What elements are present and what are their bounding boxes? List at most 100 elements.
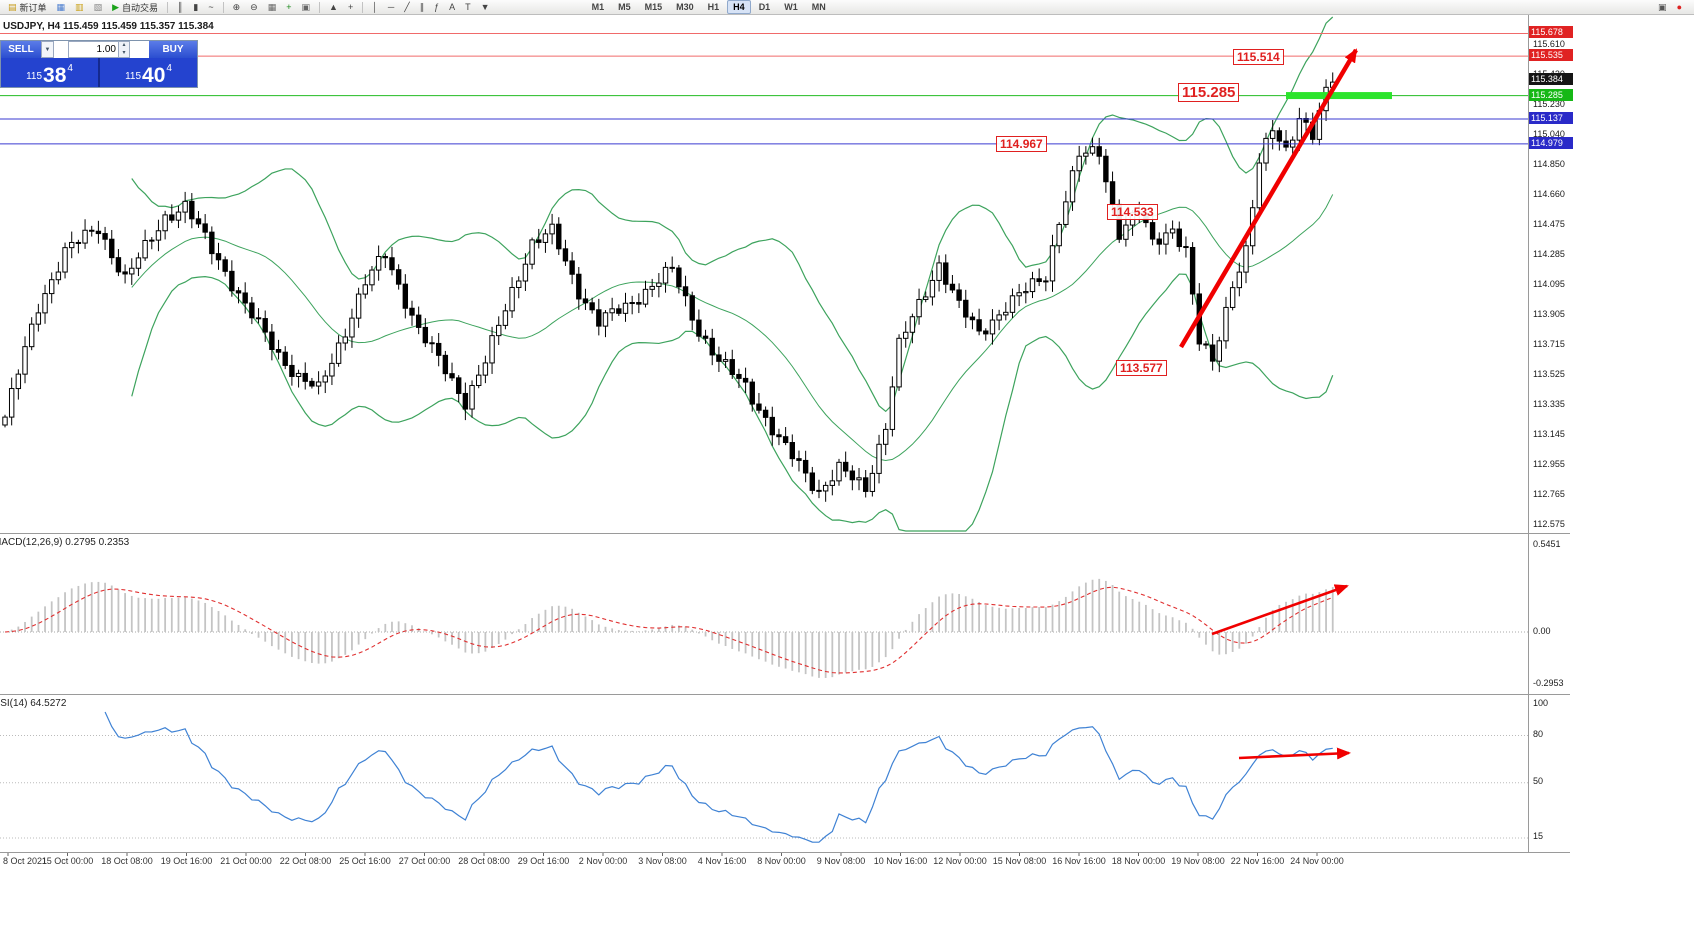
- macd-panel-separator[interactable]: [0, 533, 1570, 534]
- toolbar-separator: [319, 1, 321, 13]
- buy-button[interactable]: BUY: [149, 41, 197, 58]
- toolbar-separator: [362, 1, 364, 13]
- line-chart-icon: ~: [208, 1, 214, 12]
- arrows-icon: ▼: [480, 1, 490, 12]
- channel-icon: ∥: [419, 1, 425, 12]
- sell-price-big: 38: [43, 64, 67, 87]
- buy-price-big: 40: [142, 64, 166, 87]
- rsi-panel-separator[interactable]: [0, 694, 1570, 695]
- rsi-label: RSI(14) 64.5272: [0, 698, 67, 709]
- price-annotation[interactable]: 115.285: [1178, 83, 1240, 102]
- channel-button[interactable]: ∥: [415, 1, 430, 14]
- chart-title: USDJPY, H4 115.459 115.459 115.357 115.3…: [3, 21, 214, 32]
- bar-chart-icon: ║: [177, 1, 184, 12]
- new-order-icon: ▤: [8, 1, 17, 12]
- line-chart-button[interactable]: ~: [203, 1, 218, 14]
- timeframe-toolbar: M1 M5 M15 M30 H1 H4 D1 W1 MN: [585, 0, 833, 14]
- macd-label: MACD(12,26,9) 0.2795 0.2353: [0, 537, 130, 548]
- record-button[interactable]: ●: [1672, 1, 1687, 14]
- trade-options-dropdown[interactable]: ▼: [41, 41, 54, 58]
- chevron-down-icon: ▼: [44, 46, 51, 53]
- vertical-line-icon: │: [372, 1, 378, 12]
- volume-field: ▴ ▾: [68, 41, 130, 58]
- sell-price-display[interactable]: 115 38 4: [1, 58, 98, 87]
- autotrading-play-icon: ▶: [112, 1, 119, 12]
- buy-price-sup: 4: [166, 63, 172, 74]
- arrows-button[interactable]: ▼: [476, 1, 495, 14]
- trend-arrow: [1238, 747, 1351, 760]
- trendline-icon: ╱: [404, 1, 410, 12]
- green-zone-line: [1286, 92, 1392, 100]
- chart-windows-button[interactable]: ▦: [52, 1, 71, 14]
- crosshair-icon: +: [347, 1, 354, 12]
- toolbar-right-group: ▣ ●: [1653, 1, 1691, 14]
- text-label-button[interactable]: T: [460, 1, 476, 14]
- vertical-line-button[interactable]: │: [367, 1, 383, 14]
- chart-shift-icon: ▣: [1658, 1, 1667, 12]
- sell-price-small: 115: [26, 71, 43, 82]
- volume-down-button[interactable]: ▾: [119, 49, 129, 57]
- chart-shift-button[interactable]: ▣: [1653, 1, 1672, 14]
- timeframe-mn-button[interactable]: MN: [811, 2, 826, 12]
- price-annotation[interactable]: 114.533: [1107, 204, 1158, 220]
- market-watch-icon: ▥: [75, 1, 84, 12]
- timeframe-m15-button[interactable]: M15: [644, 2, 663, 12]
- tile-windows-button[interactable]: ▦: [263, 1, 282, 14]
- fibonacci-button[interactable]: ƒ: [429, 1, 444, 14]
- market-watch-button[interactable]: ▥: [70, 1, 89, 14]
- timeframe-m1-button[interactable]: M1: [591, 2, 605, 12]
- timeframe-w1-button[interactable]: W1: [784, 2, 798, 12]
- zoom-out-icon: ⊖: [250, 1, 258, 12]
- crosshair-button[interactable]: +: [343, 1, 358, 14]
- rsi-panel: [0, 711, 1528, 843]
- candlestick-chart-button[interactable]: ▮: [188, 1, 203, 14]
- indicators-button[interactable]: +: [281, 1, 296, 14]
- autotrading-button[interactable]: ▶ 自动交易: [107, 1, 163, 14]
- chart-windows-icon: ▦: [56, 1, 66, 12]
- price-annotation[interactable]: 115.514: [1233, 49, 1284, 65]
- timeframe-m5-button[interactable]: M5: [618, 2, 631, 12]
- bar-chart-button[interactable]: ║: [172, 1, 188, 14]
- cursor-button[interactable]: ▲: [324, 1, 343, 14]
- sell-button[interactable]: SELL: [1, 41, 41, 58]
- trendline-button[interactable]: ╱: [399, 1, 414, 14]
- trade-panel-price-row: 115 38 4 115 40 4: [1, 58, 197, 87]
- buy-price-display[interactable]: 115 40 4: [100, 58, 197, 87]
- new-order-button-label: 新订单: [19, 2, 47, 13]
- text-icon: A: [449, 1, 456, 12]
- horizontal-line-button[interactable]: ─: [383, 1, 399, 14]
- buy-price-small: 115: [125, 71, 142, 82]
- price-divider: [98, 58, 100, 87]
- timeframe-d1-button[interactable]: D1: [758, 2, 771, 12]
- trend-arrow: [1179, 48, 1358, 349]
- zoom-in-button[interactable]: ⊕: [228, 1, 246, 14]
- navigator-button[interactable]: ▧: [89, 1, 108, 14]
- time-axis-separator: [0, 852, 1570, 853]
- volume-input[interactable]: [69, 42, 118, 57]
- price-annotation[interactable]: 114.967: [996, 136, 1047, 152]
- price-axis-separator: [1528, 15, 1529, 853]
- zoom-out-button[interactable]: ⊖: [245, 1, 263, 14]
- text-label-icon: T: [465, 1, 471, 12]
- main-toolbar: ▤ 新订单 ▦ ▥ ▧ ▶ 自动交易 ║ ▮ ~ ⊕ ⊖ ▦ + ▣ ▲ + │ ─ ╱ ∥ ƒ A T ▼ M1 M5 M15 M30…: [0, 0, 1694, 15]
- new-order-button[interactable]: ▤ 新订单: [3, 1, 52, 14]
- timeframe-h4-button[interactable]: H4: [727, 0, 751, 14]
- cursor-icon: ▲: [329, 1, 338, 12]
- macd-panel: [0, 578, 1528, 678]
- trade-panel-controls-row: SELL ▼ ▴ ▾ BUY: [1, 41, 197, 58]
- autotrading-button-label: 自动交易: [122, 2, 159, 13]
- tile-windows-icon: ▦: [267, 1, 277, 12]
- trend-arrow: [1211, 584, 1349, 636]
- templates-button[interactable]: ▣: [297, 1, 316, 14]
- fibonacci-icon: ƒ: [434, 1, 440, 12]
- candlestick-chart-icon: ▮: [193, 1, 199, 12]
- navigator-icon: ▧: [93, 1, 103, 12]
- timeframe-m30-button[interactable]: M30: [676, 2, 694, 12]
- text-button[interactable]: A: [444, 1, 460, 14]
- volume-up-button[interactable]: ▴: [119, 42, 129, 50]
- volume-stepper: ▴ ▾: [118, 42, 129, 57]
- zoom-in-icon: ⊕: [232, 1, 241, 12]
- timeframe-h1-button[interactable]: H1: [707, 2, 720, 12]
- price-annotation[interactable]: 113.577: [1116, 360, 1167, 376]
